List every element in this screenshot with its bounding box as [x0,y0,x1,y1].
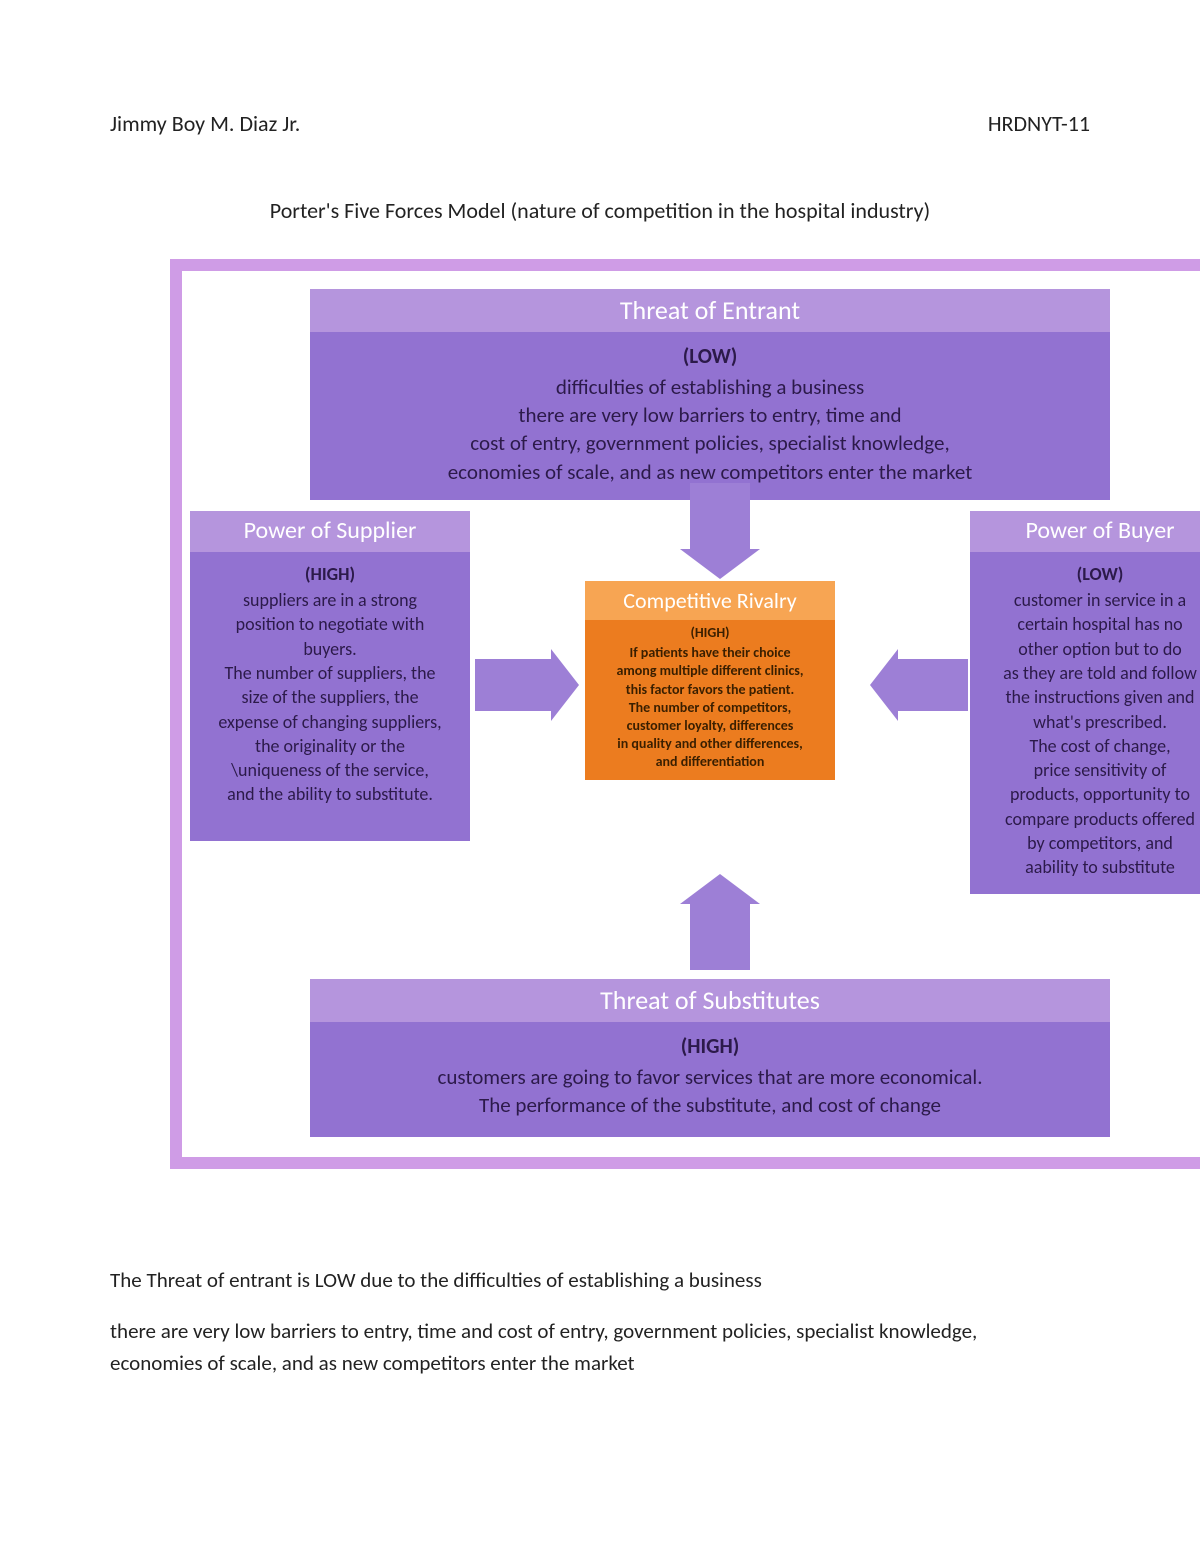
diagram-canvas: Threat of Entrant(LOW)difficulties of es… [190,279,1200,1149]
page-title: Porter's Five Forces Model (nature of co… [200,197,1000,224]
force-entrant-body: (LOW)difficulties of establishing a busi… [310,332,1110,500]
force-entrant-title: Threat of Entrant [310,289,1110,332]
footer-p2: there are very low barriers to entry, ti… [110,1315,1070,1380]
arrow-left [870,649,968,726]
force-supplier-body: (HIGH)suppliers are in a strongposition … [190,552,470,841]
force-entrant-level: (LOW) [320,342,1100,370]
force-buyer-title: Power of Buyer [970,511,1200,552]
arrow-down [680,483,760,584]
force-supplier-title: Power of Supplier [190,511,470,552]
footer-p1: The Threat of entrant is LOW due to the … [110,1264,1070,1297]
force-substitutes-title: Threat of Substitutes [310,979,1110,1022]
force-substitutes: Threat of Substitutes(HIGH)customers are… [310,979,1110,1137]
course-code: HRDNYT-11 [988,110,1090,137]
author-name: Jimmy Boy M. Diaz Jr. [110,110,300,137]
force-buyer: Power of Buyer(LOW)customer in service i… [970,511,1200,894]
force-supplier-level: (HIGH) [200,562,460,586]
doc-header: Jimmy Boy M. Diaz Jr. HRDNYT-11 [110,110,1090,137]
force-substitutes-level: (HIGH) [320,1032,1100,1060]
diagram-frame: Threat of Entrant(LOW)difficulties of es… [170,259,1200,1169]
footer-text: The Threat of entrant is LOW due to the … [110,1264,1070,1380]
center-body: (HIGH)If patients have their choiceamong… [585,620,835,780]
arrow-up [680,874,760,975]
arrow-right [475,649,579,726]
force-supplier: Power of Supplier(HIGH)suppliers are in … [190,511,470,841]
force-center: Competitive Rivalry(HIGH)If patients hav… [585,581,835,780]
force-buyer-level: (LOW) [980,562,1200,586]
force-entrant: Threat of Entrant(LOW)difficulties of es… [310,289,1110,500]
force-substitutes-body: (HIGH)customers are going to favor servi… [310,1022,1110,1137]
force-buyer-body: (LOW)customer in service in acertain hos… [970,552,1200,894]
center-title: Competitive Rivalry [585,581,835,620]
